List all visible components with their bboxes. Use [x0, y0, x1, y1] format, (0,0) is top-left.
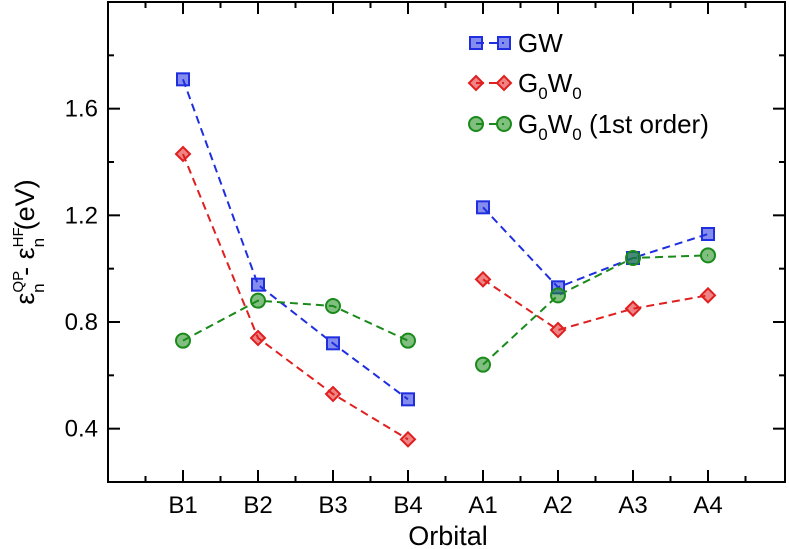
data-point-series-0	[701, 227, 715, 241]
y-axis-label: εQP n - εHF n (eV)	[10, 179, 48, 304]
x-tick-label: B1	[168, 492, 197, 519]
legend-label-1: G0W0	[518, 68, 582, 103]
series-line-2	[482, 254, 709, 366]
data-point-series-1	[699, 286, 717, 304]
legend-label-2: G0W0 (1st order)	[518, 109, 709, 144]
data-point-series-1	[249, 329, 267, 347]
data-point-series-0	[401, 392, 415, 407]
series-lines	[182, 78, 709, 441]
series-line-2	[182, 299, 409, 342]
data-point-series-1	[474, 270, 492, 288]
legend: GW G0W0 G0W0 (1st order)	[467, 28, 709, 144]
series-line-0	[182, 78, 409, 401]
data-point-series-2	[250, 292, 266, 309]
series-markers	[174, 72, 717, 448]
x-tick-label: A2	[543, 492, 572, 519]
legend-marker-0	[469, 36, 483, 50]
data-point-series-2	[325, 298, 341, 314]
series-line-1	[482, 278, 709, 332]
x-tick-label: A3	[618, 492, 647, 519]
y-tick-label: 0.8	[65, 309, 98, 336]
y-tick-label: 0.4	[65, 416, 98, 443]
legend-label-0: GW	[518, 28, 563, 58]
data-point-series-2	[475, 356, 491, 373]
data-point-series-2	[625, 250, 641, 266]
x-tick-label: A1	[468, 492, 497, 519]
data-point-series-2	[175, 332, 191, 349]
data-point-series-1	[624, 300, 642, 318]
data-point-series-1	[174, 145, 192, 163]
series-line-0	[482, 206, 709, 289]
x-axis-ticks: B1 B2 B3 B4 A1 A2 A3 A4	[144, 2, 747, 519]
data-point-series-2	[700, 247, 716, 264]
data-point-series-2	[400, 332, 416, 349]
data-point-series-0	[176, 72, 190, 87]
legend-marker-1	[467, 74, 485, 92]
legend-marker-2	[496, 116, 512, 132]
series-line-1	[182, 153, 409, 441]
data-point-series-2	[550, 287, 566, 304]
data-point-series-1	[399, 430, 417, 448]
y-tick-label: 1.2	[65, 202, 98, 229]
x-tick-label: B4	[393, 492, 422, 519]
data-point-series-0	[251, 277, 265, 292]
y-axis-ticks: 0.4 0.8 1.2 1.6	[65, 54, 785, 483]
legend-marker-2	[468, 116, 484, 132]
data-point-series-1	[324, 385, 342, 403]
data-point-series-1	[549, 321, 567, 339]
plot-frame	[107, 1, 786, 483]
data-point-series-0	[476, 200, 490, 215]
x-tick-label: B2	[243, 492, 272, 519]
legend-marker-1	[495, 74, 513, 92]
x-axis-label: Orbital	[408, 521, 488, 549]
legend-marker-0	[497, 36, 511, 50]
x-tick-label: B3	[318, 492, 347, 519]
x-tick-label: A4	[693, 492, 722, 519]
data-point-series-0	[326, 336, 340, 351]
y-tick-label: 1.6	[65, 96, 98, 123]
